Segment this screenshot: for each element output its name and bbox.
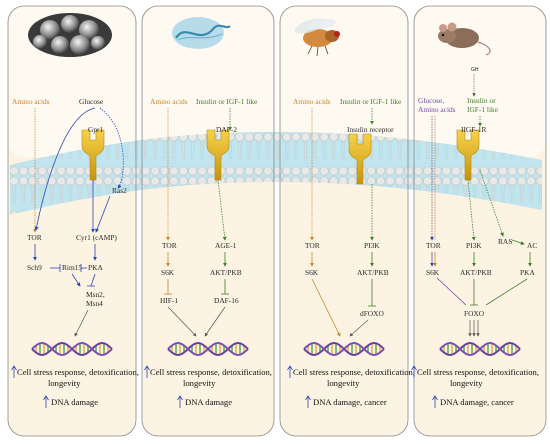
panel-mouse: GH Glucose, Amino acids Insulin or IGF-1… xyxy=(418,22,537,337)
dfoxo-label: dFOXO xyxy=(360,309,384,318)
panel-backgrounds xyxy=(8,6,546,436)
dna-helices xyxy=(31,341,521,357)
outcome-line2: longevity xyxy=(183,378,216,388)
daf2-to-age1-arrow xyxy=(217,179,227,241)
sch9-label: Sch9 xyxy=(27,263,42,272)
insulin-label-line1: Insulin or xyxy=(467,96,496,105)
dna-helix-fly xyxy=(303,341,385,357)
dna-helix-yeast xyxy=(31,341,113,357)
damage-label: DNA damage xyxy=(185,397,232,407)
insulin-receptor xyxy=(348,133,372,185)
dna-helix-mouse xyxy=(439,341,521,357)
ras-label: RAS xyxy=(498,237,512,246)
daf16-label: DAF-16 xyxy=(214,296,239,305)
s6k-label: S6K xyxy=(426,268,440,277)
pi3k-label: PI3K xyxy=(364,241,380,250)
gpr1-label: Gpr1 xyxy=(88,125,103,134)
insulin-label-line2: IGF-1 like xyxy=(467,105,499,114)
rim15-to-msn-arrow xyxy=(71,273,81,287)
outcome-line1: Cell stress response, detoxification, xyxy=(17,367,139,377)
panel-worm: Amino acids Insulin or IGF-1 like DAF-2 … xyxy=(150,17,258,337)
outcome-texts: Cell stress response, detoxification, lo… xyxy=(11,365,539,408)
cell-membrane xyxy=(10,132,542,215)
up-arrows xyxy=(11,365,438,408)
glucose-label: Glucose xyxy=(79,97,104,106)
panel-border-fly xyxy=(279,5,409,437)
insulin-label: Insulin or IGF-1 like xyxy=(340,97,402,106)
panel-border-yeast xyxy=(7,5,137,437)
outcome-yeast: Cell stress response, detoxification, lo… xyxy=(17,367,139,407)
s6k-label: S6K xyxy=(161,268,175,277)
damage-label: DNA damage, cancer xyxy=(440,397,514,407)
s6k-label: S6K xyxy=(305,268,319,277)
insulin-receptor-label: Insulin receptor xyxy=(347,125,394,134)
cyr1-label: Cyr1 (cAMP) xyxy=(76,233,117,242)
tor-label: TOR xyxy=(162,241,177,250)
outcome-worm: Cell stress response, detoxification, lo… xyxy=(150,367,272,407)
ras2-to-cyr1-arrow xyxy=(95,195,111,233)
outcome-fly: Cell stress response, detoxification, lo… xyxy=(293,367,415,407)
panel-border-worm xyxy=(141,5,275,437)
glucose-aa-label-line2: Amino acids xyxy=(418,105,456,114)
panel-borders xyxy=(7,5,547,437)
glucose-aa-label-line1: Glucose, xyxy=(418,96,444,105)
outcome-line2: longevity xyxy=(450,378,483,388)
glucose-to-tor-arrow xyxy=(34,107,96,231)
ras2-label: Ras2 xyxy=(112,186,127,195)
amino-acids-label: Amino acids xyxy=(293,97,331,106)
mouse-image xyxy=(438,22,491,56)
panel-top-tint-worm xyxy=(143,7,273,157)
pi3k-label: PI3K xyxy=(466,241,482,250)
tor-label: TOR xyxy=(305,241,320,250)
tor-label: TOR xyxy=(27,233,42,242)
ras-to-ac-arrow xyxy=(511,239,525,245)
hif1-label: HIF-1 xyxy=(160,296,178,305)
outcome-mouse: Cell stress response, detoxification, lo… xyxy=(417,367,539,407)
amino-acids-label: Amino acids xyxy=(150,97,188,106)
fruit-fly-image xyxy=(294,18,340,57)
foxo-label: FOXO xyxy=(464,309,485,318)
daf2-label: DAF-2 xyxy=(216,125,237,134)
glucose-to-ras2-arrow xyxy=(99,107,124,189)
damage-label: DNA damage xyxy=(51,397,98,407)
igf1r-label: IIGF-1R xyxy=(461,125,487,134)
igf1r-receptor xyxy=(456,129,480,181)
akt-label: AKT/PKB xyxy=(357,268,389,277)
pka-label: PKA xyxy=(88,263,103,272)
akt-label: AKT/PKB xyxy=(210,268,242,277)
amino-acids-label: Amino acids xyxy=(12,97,50,106)
outcome-line1: Cell stress response, detoxification, xyxy=(150,367,272,377)
panel-yeast: Amino acids Glucose Gpr1 Ras2 TOR Cyr1 (… xyxy=(12,13,127,337)
igf1r-to-ras-arrow xyxy=(479,169,504,237)
tor-label: TOR xyxy=(426,241,441,250)
outcome-line1: Cell stress response, detoxification, xyxy=(417,367,539,377)
outcome-line2: longevity xyxy=(48,378,81,388)
pka-inhibits-msn xyxy=(90,273,96,287)
damage-label: DNA damage, cancer xyxy=(313,397,387,407)
igf1r-to-pi3k-arrow xyxy=(467,179,476,241)
akt-label: AKT/PKB xyxy=(460,268,492,277)
msn2-label: Msn2, xyxy=(86,290,105,299)
age1-label: AGE-1 xyxy=(215,241,237,250)
nematode-worm-image xyxy=(172,17,231,49)
pka-label: PKA xyxy=(520,268,535,277)
panel-top-tint-mouse xyxy=(415,7,545,157)
msn4-label: Msn4 xyxy=(86,299,103,308)
gh-label: GH xyxy=(471,67,479,73)
gpr1-receptor xyxy=(81,129,105,181)
dna-helix-worm xyxy=(167,341,249,357)
ac-label: AC xyxy=(527,241,537,250)
insulin-label: Insulin or IGF-1 like xyxy=(196,97,258,106)
outcome-line1: Cell stress response, detoxification, xyxy=(293,367,415,377)
outcome-line2: longevity xyxy=(327,378,360,388)
panel-fly: Amino acids Insulin or IGF-1 like Insuli… xyxy=(293,18,402,337)
rim15-label: Rim15 xyxy=(62,263,82,272)
panel-border-mouse xyxy=(413,5,547,437)
yeast-cells-image xyxy=(28,13,112,57)
